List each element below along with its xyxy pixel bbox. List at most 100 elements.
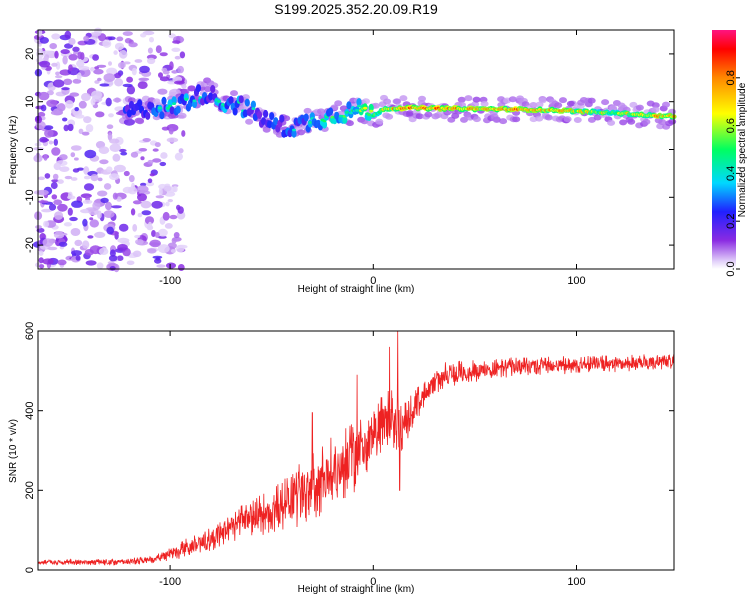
spectrogram-noise-cell (42, 258, 54, 265)
spectrogram-noise-cell (162, 211, 170, 221)
spectrogram-noise-cell (82, 199, 93, 204)
spectrogram-halo-cell (559, 97, 567, 104)
spectrogram-noise-cell (90, 67, 95, 72)
spectrogram-noise-cell (69, 92, 80, 97)
spectrogram-halo-cell (538, 97, 547, 104)
spectrogram-ridge-cell (260, 117, 267, 126)
spectrogram-noise-cell (44, 129, 54, 138)
spectrogram-noise-cell (141, 210, 152, 216)
spectrogram-noise-cell (103, 183, 112, 190)
spectrogram-noise-cell (70, 228, 81, 236)
spectrogram-noise-cell (72, 168, 80, 173)
spectrogram-noise-cell (48, 203, 57, 211)
spectrogram-noise-cell (68, 38, 76, 45)
spectrogram-noise-cell (142, 138, 151, 142)
spectrogram-noise-cell (39, 60, 51, 68)
spectrogram-noise-cell (89, 32, 101, 37)
spectrogram-noise-cell (146, 57, 156, 65)
spectrogram-noise-cell (173, 232, 180, 239)
spectrogram-noise-cell (54, 50, 59, 59)
spectrogram-halo-cell (297, 129, 306, 136)
spectrogram-noise-cell (108, 61, 112, 66)
spectrogram-noise-cell (50, 181, 58, 190)
y-tick-label: 0 (24, 567, 36, 573)
spectrogram-noise-cell (159, 76, 170, 82)
spectrogram-noise-cell (122, 83, 133, 88)
spectrogram-noise-cell (155, 45, 162, 54)
spectrogram-halo-cell (619, 119, 628, 126)
spectrogram-noise-cell (156, 264, 166, 268)
spectrogram-noise-cell (69, 216, 78, 222)
spectrogram-halo-cell (625, 116, 634, 123)
spectrogram-noise-cell (57, 179, 64, 184)
spectrogram-halo-cell (587, 97, 596, 104)
spectrogram-halo-cell (345, 120, 354, 127)
spectrogram-noise-cell (174, 152, 183, 161)
spectrogram-noise-cell (64, 175, 73, 180)
spectrogram-ridge-cell (232, 107, 238, 116)
spectrogram-ridge-core (357, 104, 361, 108)
spectrogram-x-ticks: -100 0 100 (159, 30, 586, 287)
spectrogram-noise-cell (181, 84, 187, 89)
spectrogram-halo-cell (651, 106, 660, 113)
spectrogram-noise-cell (134, 59, 143, 63)
spectrogram-noise-cell (131, 182, 135, 192)
spectrogram-noise-cell (112, 97, 122, 103)
spectrogram-noise-cell (123, 170, 130, 177)
spectrogram-noise-cell (140, 200, 152, 209)
snr-x-label: Height of straight line (km) (298, 584, 415, 595)
spectrogram-noise-cell (140, 156, 145, 161)
spectrogram-noise-cell (131, 67, 137, 76)
spectrogram-halo-cell (601, 99, 610, 106)
spectrogram-noise-cell (132, 224, 138, 232)
spectrogram-noise-cell (83, 166, 90, 175)
spectrogram-noise-cell (70, 177, 78, 181)
spectrogram-noise-cell (97, 190, 108, 197)
spectrogram-noise-cell (149, 36, 154, 43)
spectrogram-noise-cell (120, 151, 128, 156)
spectrogram-noise-cell (94, 231, 106, 238)
spectrogram-ridge-core (157, 106, 162, 110)
spectrogram-halo-cell (415, 113, 424, 120)
spectrogram-noise-cell (130, 151, 139, 158)
spectrogram-noise-cell (39, 264, 45, 269)
y-tick-label: 200 (24, 481, 36, 499)
spectrogram-noise-cell (109, 143, 121, 152)
spectrogram-halo-cell (658, 119, 667, 125)
spectrogram-noise-cell (72, 46, 80, 53)
spectrogram-noise-cell (81, 92, 91, 102)
spectrogram-noise-cell (109, 266, 116, 271)
spectrogram-noise-cell (60, 49, 70, 55)
y-tick-label: 0 (24, 146, 36, 152)
spectrogram-ridge-cell (328, 107, 334, 116)
spectrogram-noise-cell (139, 65, 150, 74)
spectrogram-ridge-cell (208, 92, 214, 101)
spectrogram-halo-cell (457, 96, 466, 103)
spectrogram-halo-cell (399, 95, 408, 102)
spectrogram-noise-cell (70, 145, 82, 151)
spectrogram-noise-cell (157, 88, 168, 95)
spectrogram-y-ticks: -20 -10 0 10 20 (24, 48, 674, 253)
spectrogram-noise-cell (76, 72, 82, 80)
spectrogram-halo-cell (230, 90, 238, 97)
spectrogram-noise-cell (97, 77, 102, 82)
spectrogram-noise-cell (63, 78, 73, 86)
spectrogram-noise-cell (167, 199, 173, 203)
spectrogram-noise-cell (43, 125, 54, 130)
spectrogram-noise-cell (118, 223, 129, 232)
figure-title: S199.2025.352.20.09.R19 (274, 1, 438, 17)
spectrogram-noise-cell (98, 146, 110, 154)
spectrogram-ridge-cell (279, 114, 285, 123)
spectrogram-noise-cell (83, 175, 91, 180)
spectrogram-halo-cell (464, 95, 473, 102)
spectrogram-halo-cell (241, 94, 250, 101)
colorbar-gradient (712, 30, 736, 269)
spectrogram-noise-cell (178, 148, 184, 154)
spectrogram-noise-cell (84, 149, 97, 159)
spectrogram-noise-cell (176, 204, 181, 211)
spectrogram-ridge-cell (267, 120, 273, 129)
spectrogram-noise-cell (89, 219, 100, 228)
spectrogram-noise-cell (113, 164, 126, 173)
spectrogram-noise-cell (147, 47, 153, 54)
y-tick-label: -20 (24, 237, 36, 253)
